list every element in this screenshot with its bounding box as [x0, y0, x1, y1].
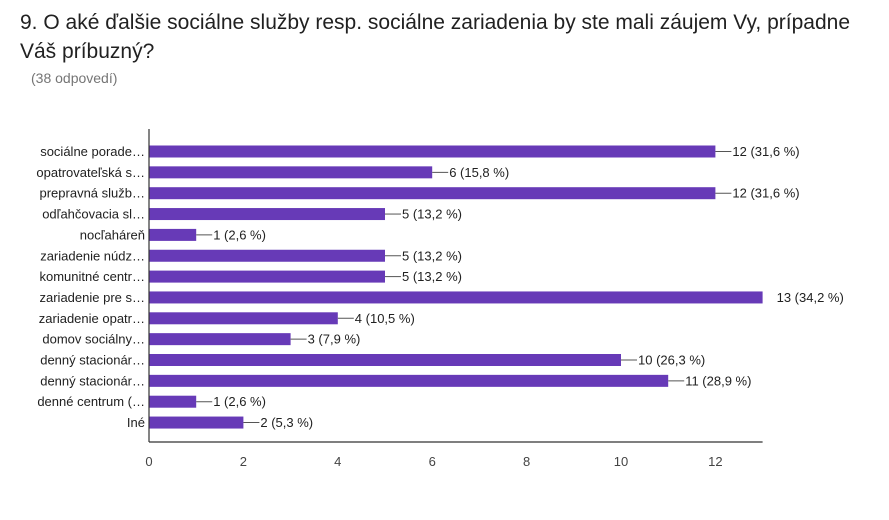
- category-label: denný stacionár…: [40, 353, 145, 368]
- page-title: 9. O aké ďalšie sociálne služby resp. so…: [20, 11, 850, 63]
- category-label: denný stacionár…: [40, 373, 145, 388]
- data-label: 2 (5,3 %): [260, 415, 313, 430]
- data-label: 12 (31,6 %): [732, 144, 799, 159]
- category-label: nocľaháreň: [80, 227, 145, 242]
- data-label: 10 (26,3 %): [638, 353, 705, 368]
- category-label: opatrovateľská s…: [36, 165, 145, 180]
- bar: [149, 333, 291, 346]
- category-label: zariadenie pre s…: [40, 290, 146, 305]
- data-label: 1 (2,6 %): [213, 394, 266, 409]
- category-label: zariadenie núdz…: [40, 248, 145, 263]
- x-tick-label: 2: [240, 454, 247, 469]
- bar: [149, 249, 385, 262]
- bar: [149, 354, 621, 366]
- data-label: 12 (31,6 %): [732, 186, 799, 201]
- bar: [149, 291, 763, 304]
- x-tick-label: 8: [523, 454, 530, 469]
- data-label: 6 (15,8 %): [449, 165, 509, 180]
- category-label: komunitné centr…: [40, 269, 146, 284]
- bar: [149, 166, 433, 179]
- category-label: denné centrum (…: [37, 394, 145, 409]
- category-label: sociálne porade…: [40, 144, 145, 159]
- category-label: zariadenie opatr…: [39, 311, 145, 326]
- x-tick-label: 10: [614, 454, 628, 469]
- category-label: domov sociálny…: [42, 332, 145, 347]
- data-label: 13 (34,2 %): [777, 290, 844, 305]
- data-label: 3 (7,9 %): [308, 332, 361, 347]
- bar: [149, 228, 197, 241]
- data-label: 5 (13,2 %): [402, 248, 462, 263]
- bar: [149, 208, 385, 221]
- category-label: odľahčovacia sl…: [42, 207, 145, 222]
- data-label: 1 (2,6 %): [213, 227, 266, 242]
- bar: [149, 187, 716, 200]
- data-label: 4 (10,5 %): [355, 311, 415, 326]
- bar: [149, 145, 716, 158]
- bar: [149, 374, 669, 387]
- bar: [149, 416, 244, 429]
- x-tick-label: 0: [145, 454, 152, 469]
- data-label: 11 (28,9 %): [685, 373, 751, 388]
- category-label: prepravná služb…: [40, 186, 146, 201]
- category-label: Iné: [127, 415, 145, 430]
- x-tick-label: 6: [429, 454, 436, 469]
- response-count: (38 odpovedí): [31, 70, 118, 86]
- bar: [149, 312, 338, 325]
- data-label: 5 (13,2 %): [402, 207, 462, 222]
- bar: [149, 395, 197, 408]
- data-label: 5 (13,2 %): [402, 269, 462, 284]
- x-tick-label: 4: [334, 454, 341, 469]
- x-tick-label: 12: [708, 454, 722, 469]
- bar: [149, 270, 385, 283]
